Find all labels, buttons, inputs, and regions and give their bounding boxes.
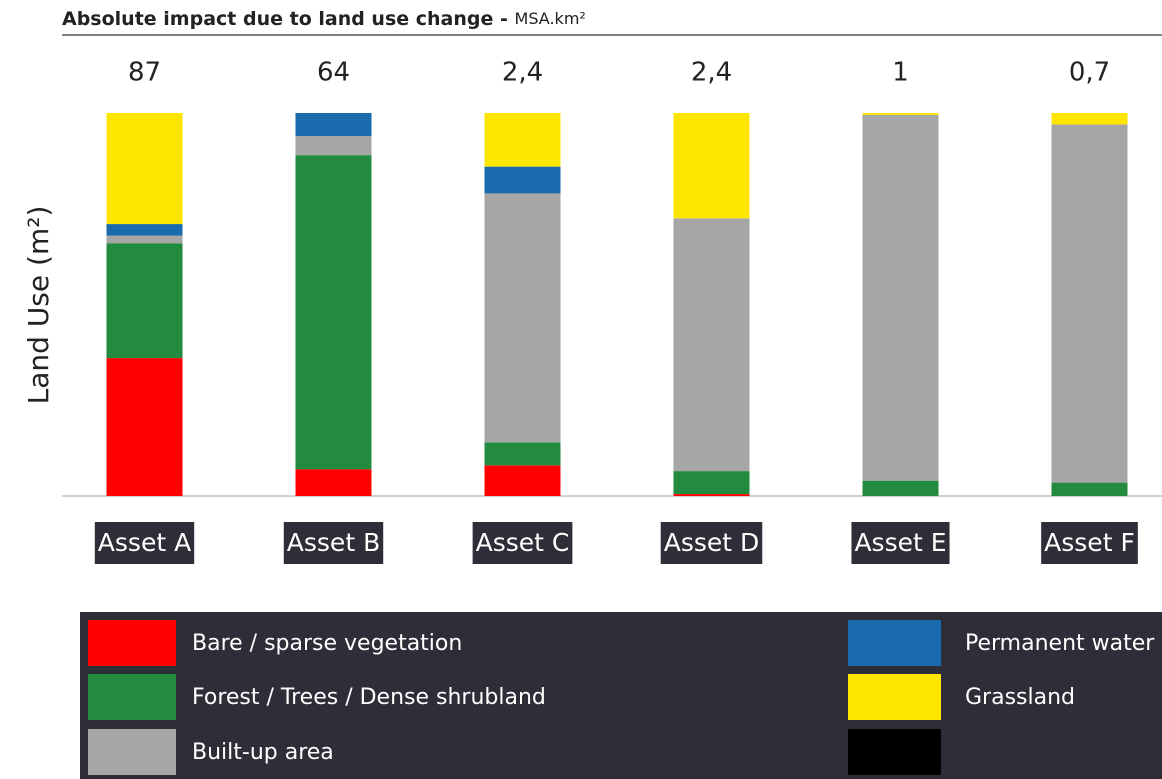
bar-segment bbox=[673, 471, 750, 495]
legend-background bbox=[80, 612, 1162, 779]
impact-label: 1 bbox=[892, 58, 909, 88]
title-unit: MSA.km² bbox=[515, 9, 586, 28]
x-tick-label: Asset C bbox=[476, 528, 570, 557]
legend-swatch bbox=[848, 674, 941, 720]
x-tick-label: Asset B bbox=[287, 528, 380, 557]
x-tick-background bbox=[472, 522, 573, 564]
title-main: Absolute impact due to land use change bbox=[62, 8, 493, 30]
x-tick-label: Asset E bbox=[854, 528, 946, 557]
bar-segment bbox=[484, 113, 561, 167]
title-separator: - bbox=[500, 8, 508, 30]
x-tick-label: Asset D bbox=[664, 528, 760, 557]
bar-segment bbox=[484, 442, 561, 466]
impact-label: 87 bbox=[128, 58, 161, 88]
impact-label: 2,4 bbox=[502, 58, 543, 88]
x-tick-label: Asset F bbox=[1044, 528, 1135, 557]
chart-title: Absolute impact due to land use change -… bbox=[62, 8, 586, 30]
bar-segment bbox=[862, 114, 939, 481]
legend-label: Built-up area bbox=[192, 740, 334, 765]
legend-swatch bbox=[88, 729, 176, 775]
bar-segment bbox=[673, 494, 750, 496]
bar-segment bbox=[862, 113, 939, 115]
x-tick-background bbox=[283, 522, 384, 564]
bar-segment bbox=[106, 358, 183, 496]
bar-segment bbox=[1051, 124, 1128, 483]
bar-segment bbox=[484, 166, 561, 194]
impact-label: 0,7 bbox=[1069, 58, 1110, 88]
bar-segment bbox=[484, 465, 561, 496]
bar-segment bbox=[106, 113, 183, 225]
bar-segment bbox=[1051, 113, 1128, 125]
x-tick-background bbox=[851, 522, 950, 564]
legend-swatch-empty bbox=[848, 729, 941, 775]
legend-label: Permanent water bbox=[965, 631, 1155, 656]
bar-segment bbox=[295, 113, 372, 136]
bar-segment bbox=[295, 135, 372, 156]
y-axis-label: Land Use (m²) bbox=[22, 206, 55, 405]
legend-label: Bare / sparse vegetation bbox=[192, 631, 462, 656]
legend-label: Forest / Trees / Dense shrubland bbox=[192, 685, 546, 710]
legend-swatch bbox=[848, 620, 941, 666]
bar-segment bbox=[295, 469, 372, 496]
x-tick-background bbox=[1041, 522, 1138, 564]
bar-segment bbox=[106, 235, 183, 244]
x-tick-background bbox=[94, 522, 195, 564]
bar-segment bbox=[673, 113, 750, 219]
bar-segment bbox=[106, 224, 183, 236]
x-tick-label: Asset A bbox=[98, 528, 191, 557]
bar-segment bbox=[1051, 482, 1128, 496]
x-tick-background bbox=[660, 522, 763, 564]
legend-swatch bbox=[88, 620, 176, 666]
impact-label: 64 bbox=[317, 58, 350, 88]
bar-segment bbox=[673, 218, 750, 472]
bar-segment bbox=[862, 480, 939, 496]
bar-segment bbox=[106, 243, 183, 359]
impact-label: 2,4 bbox=[691, 58, 732, 88]
bar-segment bbox=[484, 193, 561, 443]
legend-label: Grassland bbox=[965, 685, 1075, 710]
bar-segment bbox=[295, 155, 372, 470]
legend-swatch bbox=[88, 674, 176, 720]
